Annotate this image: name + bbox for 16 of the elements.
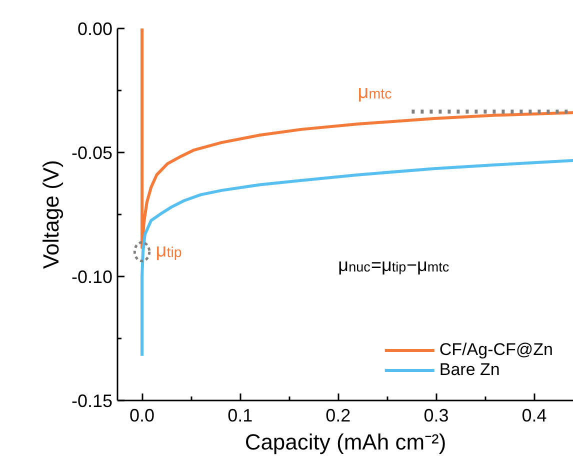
annotation: μmtc — [358, 82, 392, 103]
y-tick-label: 0.00 — [77, 19, 113, 39]
y-tick-label: -0.10 — [71, 267, 113, 287]
x-axis-title: Capacity (mAh cm⁻²) — [244, 430, 446, 454]
x-tick-label: 0.3 — [424, 406, 449, 426]
legend-label: CF/Ag-CF@Zn — [439, 340, 553, 360]
annotation: μnuc=μtip−μmtc — [338, 254, 450, 275]
y-tick-label: -0.05 — [71, 143, 113, 163]
x-tick-label: 0.2 — [326, 406, 351, 426]
x-tick-label: 0.1 — [228, 406, 253, 426]
legend-label: Bare Zn — [439, 360, 500, 380]
x-tick-label: 0.0 — [130, 406, 155, 426]
y-tick-label: -0.15 — [71, 391, 113, 411]
x-tick-label: 0.4 — [522, 406, 547, 426]
annotation: μtip — [156, 240, 182, 262]
y-axis-title: Voltage (V) — [38, 160, 64, 269]
